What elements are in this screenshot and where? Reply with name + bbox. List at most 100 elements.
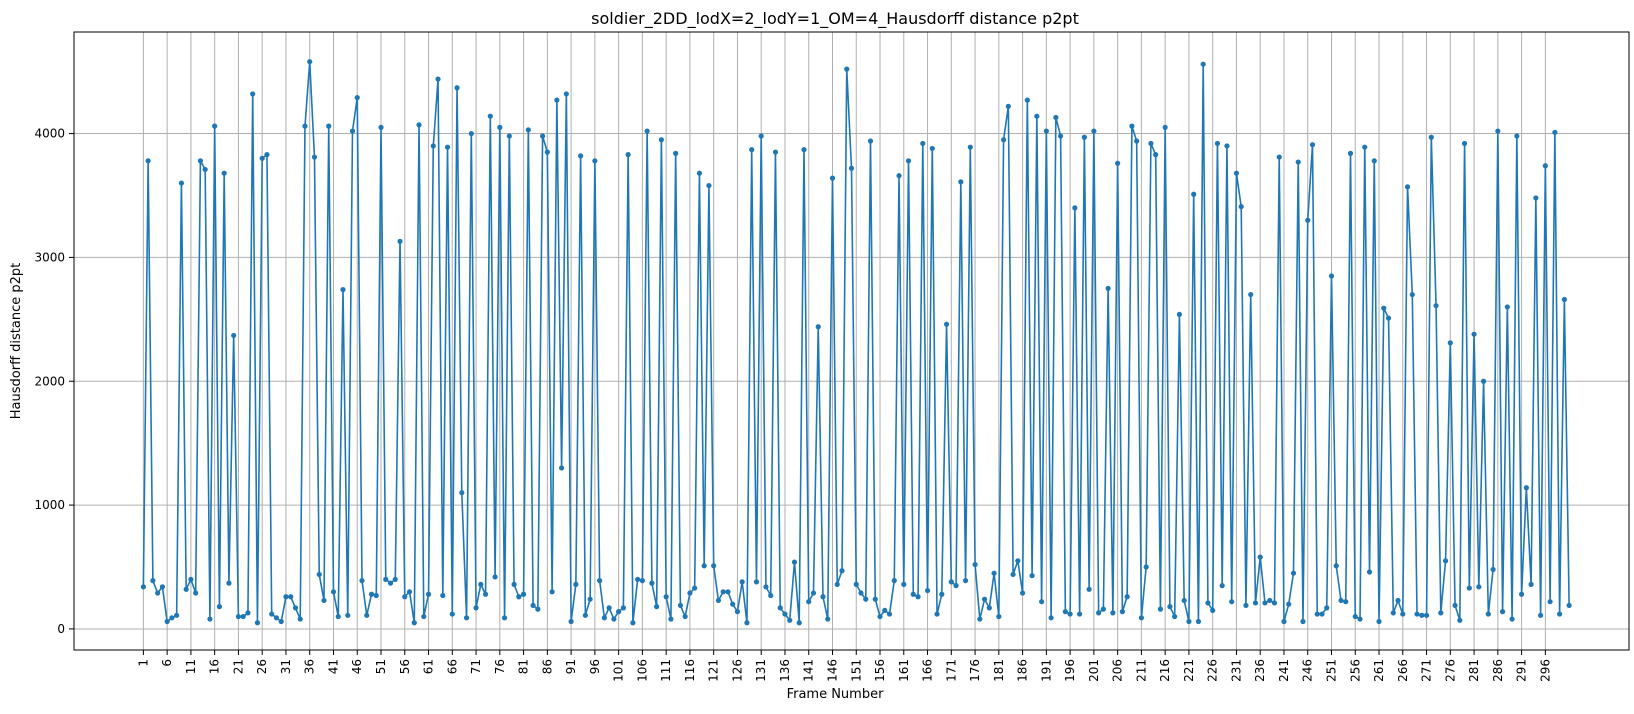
data-point: 132: 340 [763, 584, 769, 590]
y-tick-label: 0 [57, 622, 65, 636]
data-point: 44: 110 [345, 612, 351, 618]
data-point: 156: 100 [877, 613, 883, 620]
data-point: 276: 2310 [1447, 340, 1453, 346]
data-point: 37: 3810 [311, 154, 318, 160]
data-point: 97: 390 [597, 578, 603, 584]
data-point: 179: 170 [986, 605, 992, 611]
data-point: 45: 4020 [349, 128, 356, 134]
data-point: 112: 80 [668, 616, 674, 622]
data-point: 102: 170 [620, 605, 626, 611]
data-point: 198: 120 [1077, 611, 1083, 617]
data-point: 249: 120 [1319, 611, 1325, 617]
data-point: 122: 230 [715, 597, 722, 604]
x-tick-label: 281 [1467, 659, 1481, 682]
data-point: 288: 2600 [1504, 304, 1510, 310]
y-tick-label: 3000 [34, 250, 65, 264]
data-point: 126: 140 [734, 609, 741, 615]
data-point: 168: 120 [934, 611, 940, 617]
data-point: 116: 290 [687, 590, 693, 596]
data-point: 134: 3850 [772, 149, 779, 155]
data-point: 56: 260 [402, 594, 408, 600]
data-point: 59: 4070 [416, 122, 422, 128]
data-point: 85: 3980 [539, 133, 546, 139]
data-point: 151: 360 [853, 581, 859, 587]
data-point: 235: 210 [1252, 600, 1259, 606]
data-point: 292: 1140 [1523, 485, 1529, 491]
data-point: 124: 300 [725, 589, 731, 595]
data-point: 178: 240 [981, 596, 988, 602]
data-point: 287: 140 [1499, 609, 1506, 615]
data-point: 66: 120 [449, 611, 455, 617]
data-point: 139: 50 [796, 620, 802, 626]
data-point: 161: 360 [901, 581, 907, 587]
data-point: 193: 4130 [1053, 114, 1059, 121]
data-point: 91: 60 [568, 618, 574, 625]
data-point: 280: 330 [1466, 585, 1472, 591]
data-point: 98: 90 [601, 615, 607, 621]
data-point: 106: 390 [639, 578, 645, 584]
data-point: 67: 4370 [454, 85, 460, 91]
data-point: 127: 380 [739, 579, 745, 585]
data-point: 24: 4320 [250, 91, 256, 97]
data-point: 21: 100 [235, 613, 242, 620]
data-point: 111: 260 [663, 594, 669, 600]
data-point: 252: 510 [1333, 563, 1339, 569]
data-point: 94: 110 [582, 612, 588, 618]
x-tick-label: 116 [683, 659, 697, 682]
data-point: 19: 370 [226, 580, 232, 586]
data-point: 17: 180 [216, 604, 223, 610]
data-point: 220: 230 [1181, 597, 1187, 604]
data-point: 209: 4060 [1129, 123, 1135, 129]
data-point: 65: 3890 [444, 144, 451, 150]
data-point: 79: 360 [511, 581, 517, 587]
data-point: 2: 3780 [145, 158, 151, 164]
data-point: 73: 280 [482, 591, 489, 597]
x-tick-label: 221 [1182, 659, 1196, 682]
data-point: 28: 120 [269, 611, 275, 617]
data-point: 217: 180 [1167, 604, 1173, 610]
data-point: 273: 2610 [1433, 303, 1439, 309]
data-point: 241: 60 [1281, 618, 1287, 625]
data-point: 110: 3950 [658, 137, 665, 143]
y-tick-label: 4000 [34, 127, 65, 141]
data-point: 86: 3850 [544, 149, 550, 155]
data-point: 257: 80 [1357, 616, 1363, 622]
x-tick-label: 131 [754, 659, 768, 682]
data-point: 13: 3780 [197, 158, 204, 164]
data-point: 219: 2540 [1176, 311, 1183, 317]
data-point: 1: 340 [140, 584, 146, 590]
data-point: 165: 3920 [920, 140, 926, 147]
data-point: 77: 90 [501, 615, 508, 621]
x-tick-label: 286 [1491, 659, 1505, 682]
data-point: 80: 260 [516, 594, 522, 600]
data-point: 294: 3480 [1533, 195, 1539, 201]
data-point: 190: 220 [1039, 599, 1045, 605]
data-point: 247: 3910 [1309, 142, 1316, 148]
x-tick-label: 166 [921, 659, 935, 682]
data-point: 236: 580 [1257, 554, 1263, 560]
data-point: 25: 50 [254, 620, 261, 626]
x-tick-label: 91 [564, 659, 578, 674]
data-point: 113: 3840 [673, 150, 679, 156]
x-tick-label: 136 [778, 659, 792, 682]
data-point: 199: 3970 [1081, 134, 1087, 140]
x-tick-label: 126 [730, 659, 744, 682]
data-point: 46: 4290 [354, 95, 360, 101]
data-point: 210: 3940 [1134, 138, 1140, 144]
data-point: 295: 110 [1538, 612, 1544, 618]
data-point: 224: 4560 [1200, 61, 1206, 67]
series-layer: 1: 340 2: 3780 3: 390 4: 2905: 340 6: 607: 9… [140, 59, 1572, 626]
data-point: 205: 130 [1110, 610, 1116, 616]
data-point: 96: 3780 [592, 158, 598, 164]
data-point: 212: 500 [1143, 564, 1149, 570]
data-point: 246: 3300 [1305, 217, 1311, 223]
data-point: 40: 4060 [326, 123, 332, 129]
data-point: 254: 220 [1343, 599, 1349, 605]
x-tick-label: 261 [1372, 659, 1386, 682]
data-point: 34: 80 [297, 616, 303, 622]
data-point: 188: 430 [1029, 573, 1035, 579]
x-tick-label: 241 [1277, 659, 1291, 682]
data-point: 70: 4000 [468, 130, 474, 137]
data-point: 201: 4020 [1091, 128, 1097, 134]
x-tick-label: 36 [303, 659, 317, 674]
